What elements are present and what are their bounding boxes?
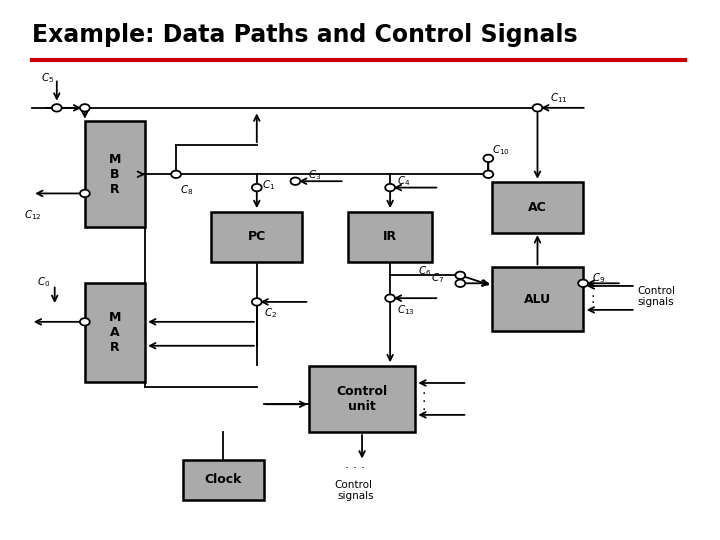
Circle shape	[385, 294, 395, 302]
Circle shape	[80, 104, 90, 112]
Circle shape	[533, 104, 542, 112]
Text: Example: Data Paths and Control Signals: Example: Data Paths and Control Signals	[32, 23, 578, 47]
Bar	[492, 183, 583, 233]
Circle shape	[80, 318, 90, 326]
Circle shape	[252, 184, 261, 191]
Bar	[310, 366, 415, 432]
Bar	[85, 284, 145, 382]
Text: $C_5$: $C_5$	[41, 72, 55, 85]
Text: AC: AC	[528, 201, 547, 214]
Text: $C_1$: $C_1$	[262, 178, 276, 192]
Text: $C_3$: $C_3$	[308, 168, 321, 182]
Text: ·: ·	[422, 402, 426, 416]
Circle shape	[80, 190, 90, 197]
Text: ·: ·	[590, 296, 595, 310]
Text: signals: signals	[338, 491, 374, 501]
Text: PC: PC	[248, 230, 266, 244]
Text: Control: Control	[638, 286, 676, 296]
Text: $C_6$: $C_6$	[418, 264, 431, 278]
Text: IR: IR	[383, 230, 397, 244]
Bar	[211, 212, 302, 262]
Text: $C_7$: $C_7$	[431, 271, 444, 285]
Circle shape	[252, 298, 261, 306]
Bar	[348, 212, 432, 262]
Circle shape	[385, 184, 395, 191]
Text: Control: Control	[334, 480, 372, 490]
Text: Clock: Clock	[204, 473, 242, 486]
Text: ·: ·	[422, 387, 426, 401]
Circle shape	[483, 171, 493, 178]
Text: $C_2$: $C_2$	[264, 307, 277, 321]
Text: Control
unit: Control unit	[336, 385, 387, 413]
Text: $C_9$: $C_9$	[592, 271, 605, 285]
Text: M
B
R: M B R	[109, 153, 121, 196]
Text: · · ·: · · ·	[344, 462, 364, 475]
Bar	[492, 267, 583, 331]
Circle shape	[455, 272, 465, 279]
Text: $C_{10}$: $C_{10}$	[492, 144, 510, 157]
Text: $C_{12}$: $C_{12}$	[24, 208, 42, 221]
Circle shape	[290, 178, 300, 185]
Text: signals: signals	[638, 297, 675, 307]
Text: $C_{13}$: $C_{13}$	[397, 303, 415, 317]
Text: ·: ·	[590, 289, 595, 303]
Text: ·: ·	[422, 395, 426, 409]
Text: $C_{11}$: $C_{11}$	[550, 91, 568, 105]
Circle shape	[455, 280, 465, 287]
Text: $C_8$: $C_8$	[179, 184, 193, 197]
Text: $C_0$: $C_0$	[37, 275, 50, 289]
Circle shape	[578, 280, 588, 287]
Bar	[183, 460, 264, 500]
Bar	[85, 121, 145, 227]
Text: M
A
R: M A R	[109, 311, 121, 354]
Circle shape	[171, 171, 181, 178]
Text: $C_4$: $C_4$	[397, 174, 410, 188]
Circle shape	[483, 154, 493, 162]
Text: ALU: ALU	[524, 293, 551, 306]
Circle shape	[52, 104, 62, 112]
